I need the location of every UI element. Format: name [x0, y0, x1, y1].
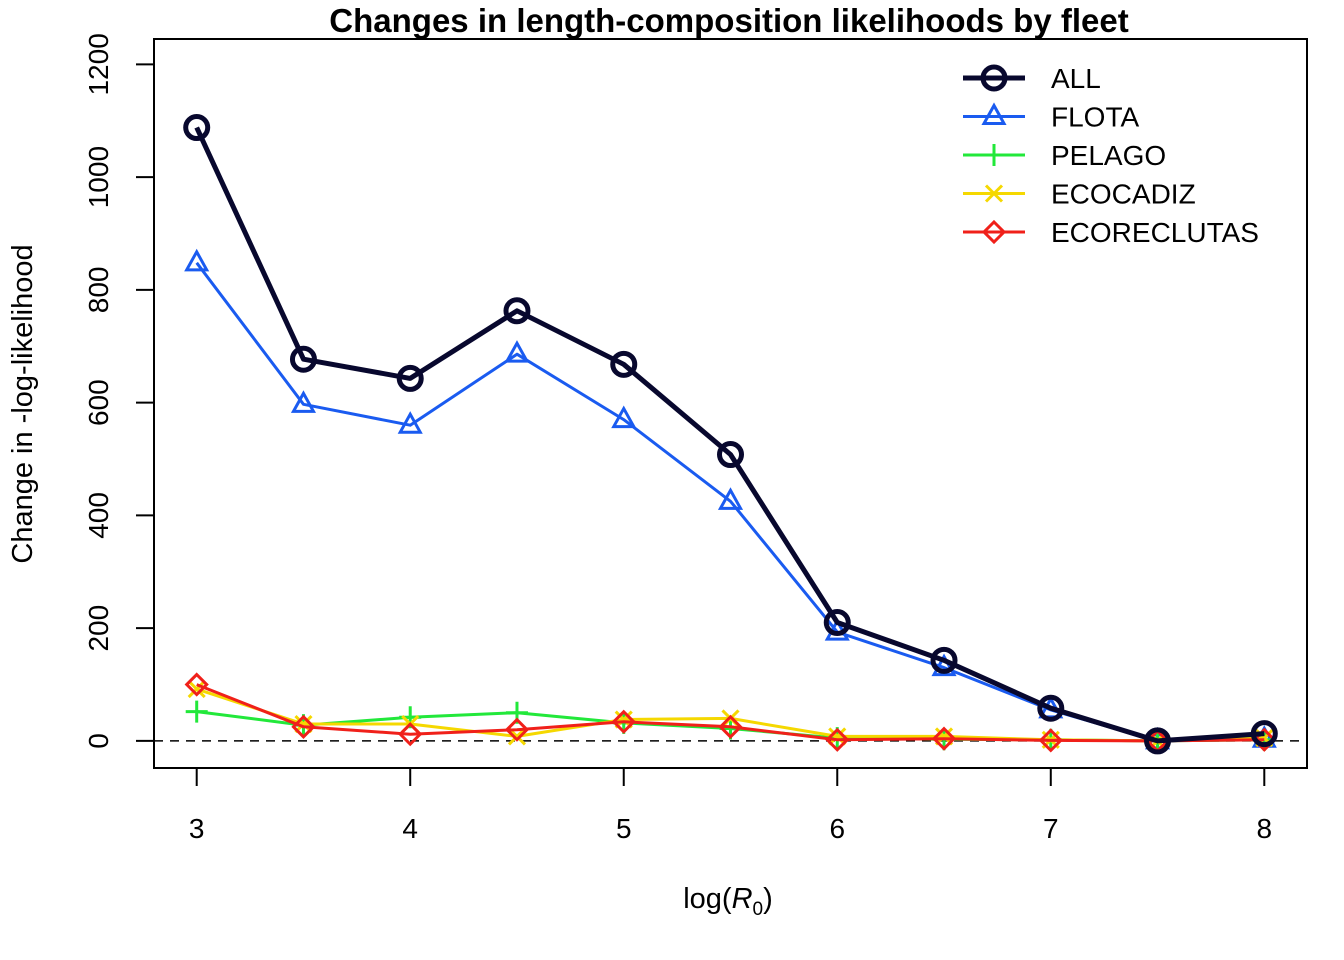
data-point	[396, 364, 424, 392]
x-tick-label: 8	[1257, 813, 1273, 844]
data-point	[504, 717, 530, 742]
y-axis: 0 200 400 600 800 1000 1200	[83, 33, 155, 749]
legend-item: PELAGO	[963, 140, 1166, 171]
data-point	[504, 340, 530, 363]
x-tick-label: 5	[616, 813, 632, 844]
data-point	[930, 646, 958, 674]
y-tick-label: 1000	[83, 146, 114, 208]
data-point	[983, 144, 1005, 166]
x-tick-label: 6	[829, 813, 845, 844]
data-point	[291, 714, 316, 739]
data-point	[290, 390, 317, 413]
data-point	[610, 350, 638, 378]
data-point	[981, 219, 1007, 245]
data-point	[828, 727, 847, 746]
data-point	[611, 709, 636, 734]
legend: ALL FLOTA PELAGO ECOCADIZ ECORECLUTAS	[963, 63, 1259, 248]
y-tick-label: 200	[83, 605, 114, 652]
legend-item: ECOCADIZ	[963, 179, 1196, 210]
legend-label: ECORECLUTAS	[1051, 217, 1259, 248]
series-ecoreclutas	[184, 672, 1277, 754]
y-tick-label: 1200	[83, 33, 114, 95]
data-point	[611, 405, 637, 429]
data-point	[289, 345, 317, 373]
data-point	[980, 64, 1008, 92]
series-line	[195, 261, 1265, 743]
data-point	[981, 102, 1007, 125]
x-axis: 3 4 5 6 7 8	[189, 767, 1273, 844]
series-line	[194, 126, 1265, 744]
legend-label: PELAGO	[1051, 140, 1166, 171]
series-flota	[184, 248, 1277, 750]
data-point	[503, 297, 531, 325]
data-point	[187, 680, 206, 699]
y-axis-label: Change in -log-likelihood	[7, 244, 39, 563]
series-all	[183, 114, 1278, 755]
x-axis-label: log(R0)	[683, 883, 773, 920]
legend-item: ALL	[963, 63, 1101, 94]
data-point	[294, 714, 313, 734]
x-tick-label: 3	[189, 813, 205, 844]
data-point	[184, 248, 210, 272]
data-point	[931, 726, 957, 751]
data-point	[984, 184, 1004, 203]
legend-label: ALL	[1051, 63, 1101, 94]
legend-label: ECOCADIZ	[1051, 179, 1196, 210]
data-point	[1037, 694, 1065, 722]
y-tick-label: 400	[83, 492, 114, 539]
data-point	[398, 722, 423, 747]
y-tick-label: 600	[83, 379, 114, 426]
data-point	[397, 411, 423, 434]
data-point	[1038, 728, 1063, 753]
y-tick-label: 0	[83, 733, 114, 749]
data-point	[1250, 720, 1278, 748]
series-layer	[183, 114, 1278, 755]
series-line	[196, 683, 1265, 743]
x-tick-label: 7	[1043, 813, 1059, 844]
data-point	[718, 714, 743, 739]
legend-item: ECORECLUTAS	[963, 217, 1259, 248]
data-point	[185, 700, 208, 723]
data-point	[717, 441, 744, 469]
y-tick-label: 800	[83, 267, 114, 314]
legend-item: FLOTA	[963, 102, 1139, 133]
chart-title: Changes in length-composition likelihood…	[329, 2, 1128, 39]
data-point	[183, 114, 211, 142]
data-point	[825, 727, 850, 752]
data-point	[931, 653, 957, 677]
data-point	[184, 672, 209, 697]
legend-label: FLOTA	[1051, 102, 1139, 133]
data-point	[823, 609, 851, 637]
x-tick-label: 4	[402, 813, 418, 844]
data-point	[1144, 727, 1172, 755]
data-point	[717, 487, 744, 510]
